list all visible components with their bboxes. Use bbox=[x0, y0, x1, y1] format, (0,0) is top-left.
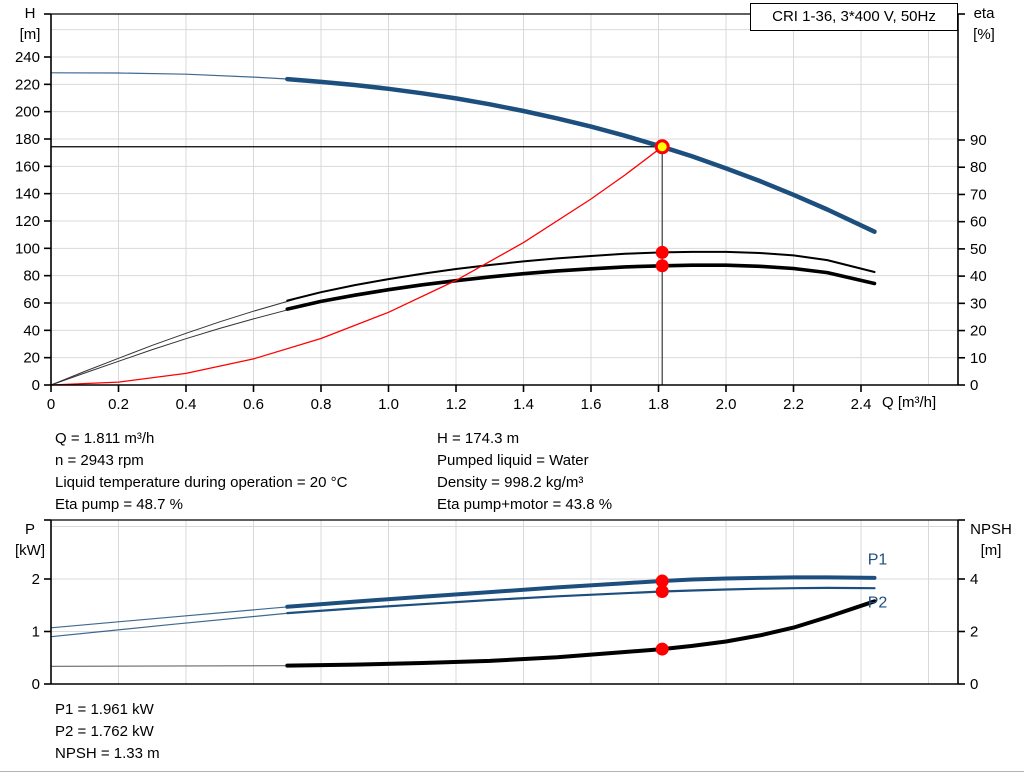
power-info: P1 = 1.961 kW P2 = 1.762 kW NPSH = 1.33 … bbox=[55, 699, 160, 765]
right-axis-tick-label: 2 bbox=[970, 623, 978, 640]
npsh-axis-title: NPSH [m] bbox=[958, 519, 1024, 561]
eta-pump-motor-curve bbox=[285, 263, 877, 311]
npsh-axis-title-line1: NPSH bbox=[970, 521, 1012, 538]
eta-pump-curve-extended bbox=[50, 299, 295, 386]
series-label-p2: P2 bbox=[868, 594, 888, 611]
p2-point bbox=[655, 584, 669, 598]
h-axis-title-line1: H bbox=[24, 5, 36, 22]
h-axis-title: H [m] bbox=[6, 3, 54, 45]
left-axis-tick-label: 60 bbox=[23, 295, 40, 312]
x-axis-tick-label: 1.6 bbox=[581, 396, 602, 413]
left-axis-tick-label: 180 bbox=[15, 131, 40, 148]
power-npsh-chart[interactable]: 0 1 2 0 2 4 P1 P2 bbox=[32, 519, 979, 693]
left-axis-tick-label: 220 bbox=[15, 76, 40, 93]
left-axis-tick-label: 0 bbox=[32, 676, 40, 693]
left-axis-tick-label: 20 bbox=[23, 350, 40, 367]
npsh-value-text: NPSH = 1.33 m bbox=[55, 745, 160, 762]
eta-axis-title-line1: eta bbox=[973, 5, 995, 22]
right-axis-tick-label: 50 bbox=[970, 241, 987, 258]
eta-pump-motor-curve-extended bbox=[50, 307, 295, 386]
x-axis-tick-label: 0.2 bbox=[108, 396, 129, 413]
pump-model-label: CRI 1-36, 3*400 V, 50Hz bbox=[750, 3, 958, 31]
p-axis-title-line1: P bbox=[24, 521, 35, 538]
right-axis-tick-label: 80 bbox=[970, 159, 987, 176]
p1-point bbox=[655, 574, 669, 588]
duty-info-left: Q = 1.811 m³/h n = 2943 rpm Liquid tempe… bbox=[55, 428, 347, 516]
qh-chart[interactable]: 0 20 40 60 80 100 120 140 160 180 200 220 240 0 10 20 30… bbox=[15, 13, 987, 413]
left-axis-tick-label: 200 bbox=[15, 104, 40, 121]
duty-info-right: H = 174.3 m Pumped liquid = Water Densit… bbox=[437, 428, 612, 516]
left-axis-tick-label: 140 bbox=[15, 186, 40, 203]
left-axis-tick-label: 2 bbox=[32, 571, 40, 588]
left-axis-tick-label: 120 bbox=[15, 213, 40, 230]
npsh-point bbox=[655, 642, 669, 656]
left-axis-tick-label: 100 bbox=[15, 240, 40, 257]
x-axis-tick-label: 1.2 bbox=[446, 396, 467, 413]
eta-pump-curve bbox=[286, 250, 876, 302]
h-axis-title-line2: [m] bbox=[19, 26, 41, 43]
right-axis-tick-label: 10 bbox=[970, 350, 987, 367]
x-axis-tick-label: 2.2 bbox=[783, 396, 804, 413]
left-axis-tick-label: 40 bbox=[23, 322, 40, 339]
eta-pump-text: Eta pump = 48.7 % bbox=[55, 496, 183, 513]
right-axis-tick-label: 0 bbox=[970, 377, 978, 394]
x-axis-tick-label: 2.4 bbox=[851, 396, 872, 413]
density-text: Density = 998.2 kg/m³ bbox=[437, 474, 584, 491]
series-label-p1: P1 bbox=[868, 551, 888, 568]
left-axis-tick-label: 80 bbox=[23, 268, 40, 285]
pumped-liquid-text: Pumped liquid = Water bbox=[437, 452, 589, 469]
left-axis-tick-label: 0 bbox=[32, 377, 40, 394]
bottom-divider bbox=[0, 771, 1024, 772]
right-axis-tick-label: 90 bbox=[970, 132, 987, 149]
duty-point-marker[interactable] bbox=[654, 139, 670, 155]
npsh-axis-title-line2: [m] bbox=[980, 542, 1002, 559]
x-axis-tick-label: 1.0 bbox=[378, 396, 399, 413]
x-axis-tick-label: 0.8 bbox=[311, 396, 332, 413]
p-axis-title-line2: [kW] bbox=[15, 542, 45, 559]
npsh-curve-extended bbox=[50, 665, 295, 667]
q-axis-title: Q [m³/h] bbox=[882, 394, 937, 411]
x-axis-tick-label: 1.4 bbox=[513, 396, 534, 413]
left-axis-tick-label: 160 bbox=[15, 158, 40, 175]
left-axis-tick-label: 240 bbox=[15, 49, 40, 66]
eta-pump-point bbox=[655, 245, 669, 259]
right-axis-tick-label: 0 bbox=[970, 676, 978, 693]
p1-curve-extended bbox=[50, 605, 295, 629]
p1-curve bbox=[285, 575, 877, 609]
speed-text: n = 2943 rpm bbox=[55, 452, 144, 469]
head-curve bbox=[285, 76, 877, 234]
eta-pump-motor-text: Eta pump+motor = 43.8 % bbox=[437, 496, 613, 513]
duty-flow-text: Q = 1.811 m³/h bbox=[55, 430, 155, 447]
liquid-temperature-text: Liquid temperature during operation = 20… bbox=[55, 474, 348, 491]
right-axis-tick-label: 20 bbox=[970, 323, 987, 340]
p2-value-text: P2 = 1.762 kW bbox=[55, 723, 154, 740]
duty-head-text: H = 174.3 m bbox=[437, 430, 520, 447]
system-curve bbox=[50, 146, 663, 386]
p-axis-title: P [kW] bbox=[4, 519, 56, 561]
eta-axis-title-line2: [%] bbox=[973, 26, 995, 43]
x-axis-tick-label: 2.0 bbox=[716, 396, 737, 413]
x-axis-tick-label: 0.6 bbox=[243, 396, 264, 413]
x-axis-tick-label: 0 bbox=[47, 396, 55, 413]
right-axis-tick-label: 4 bbox=[970, 571, 978, 588]
eta-pump-motor-point bbox=[655, 259, 669, 273]
p2-curve-extended bbox=[50, 612, 295, 638]
left-axis-tick-label: 1 bbox=[32, 623, 40, 640]
x-axis-tick-label: 1.8 bbox=[648, 396, 669, 413]
npsh-curve bbox=[285, 599, 877, 668]
right-axis-tick-label: 70 bbox=[970, 186, 987, 203]
right-axis-tick-label: 30 bbox=[970, 295, 987, 312]
head-curve-extended bbox=[50, 72, 295, 80]
eta-axis-title: eta [%] bbox=[960, 3, 1008, 45]
p1-value-text: P1 = 1.961 kW bbox=[55, 701, 154, 718]
right-axis-tick-label: 60 bbox=[970, 214, 987, 231]
right-axis-tick-label: 40 bbox=[970, 268, 987, 285]
x-axis-tick-label: 0.4 bbox=[176, 396, 197, 413]
